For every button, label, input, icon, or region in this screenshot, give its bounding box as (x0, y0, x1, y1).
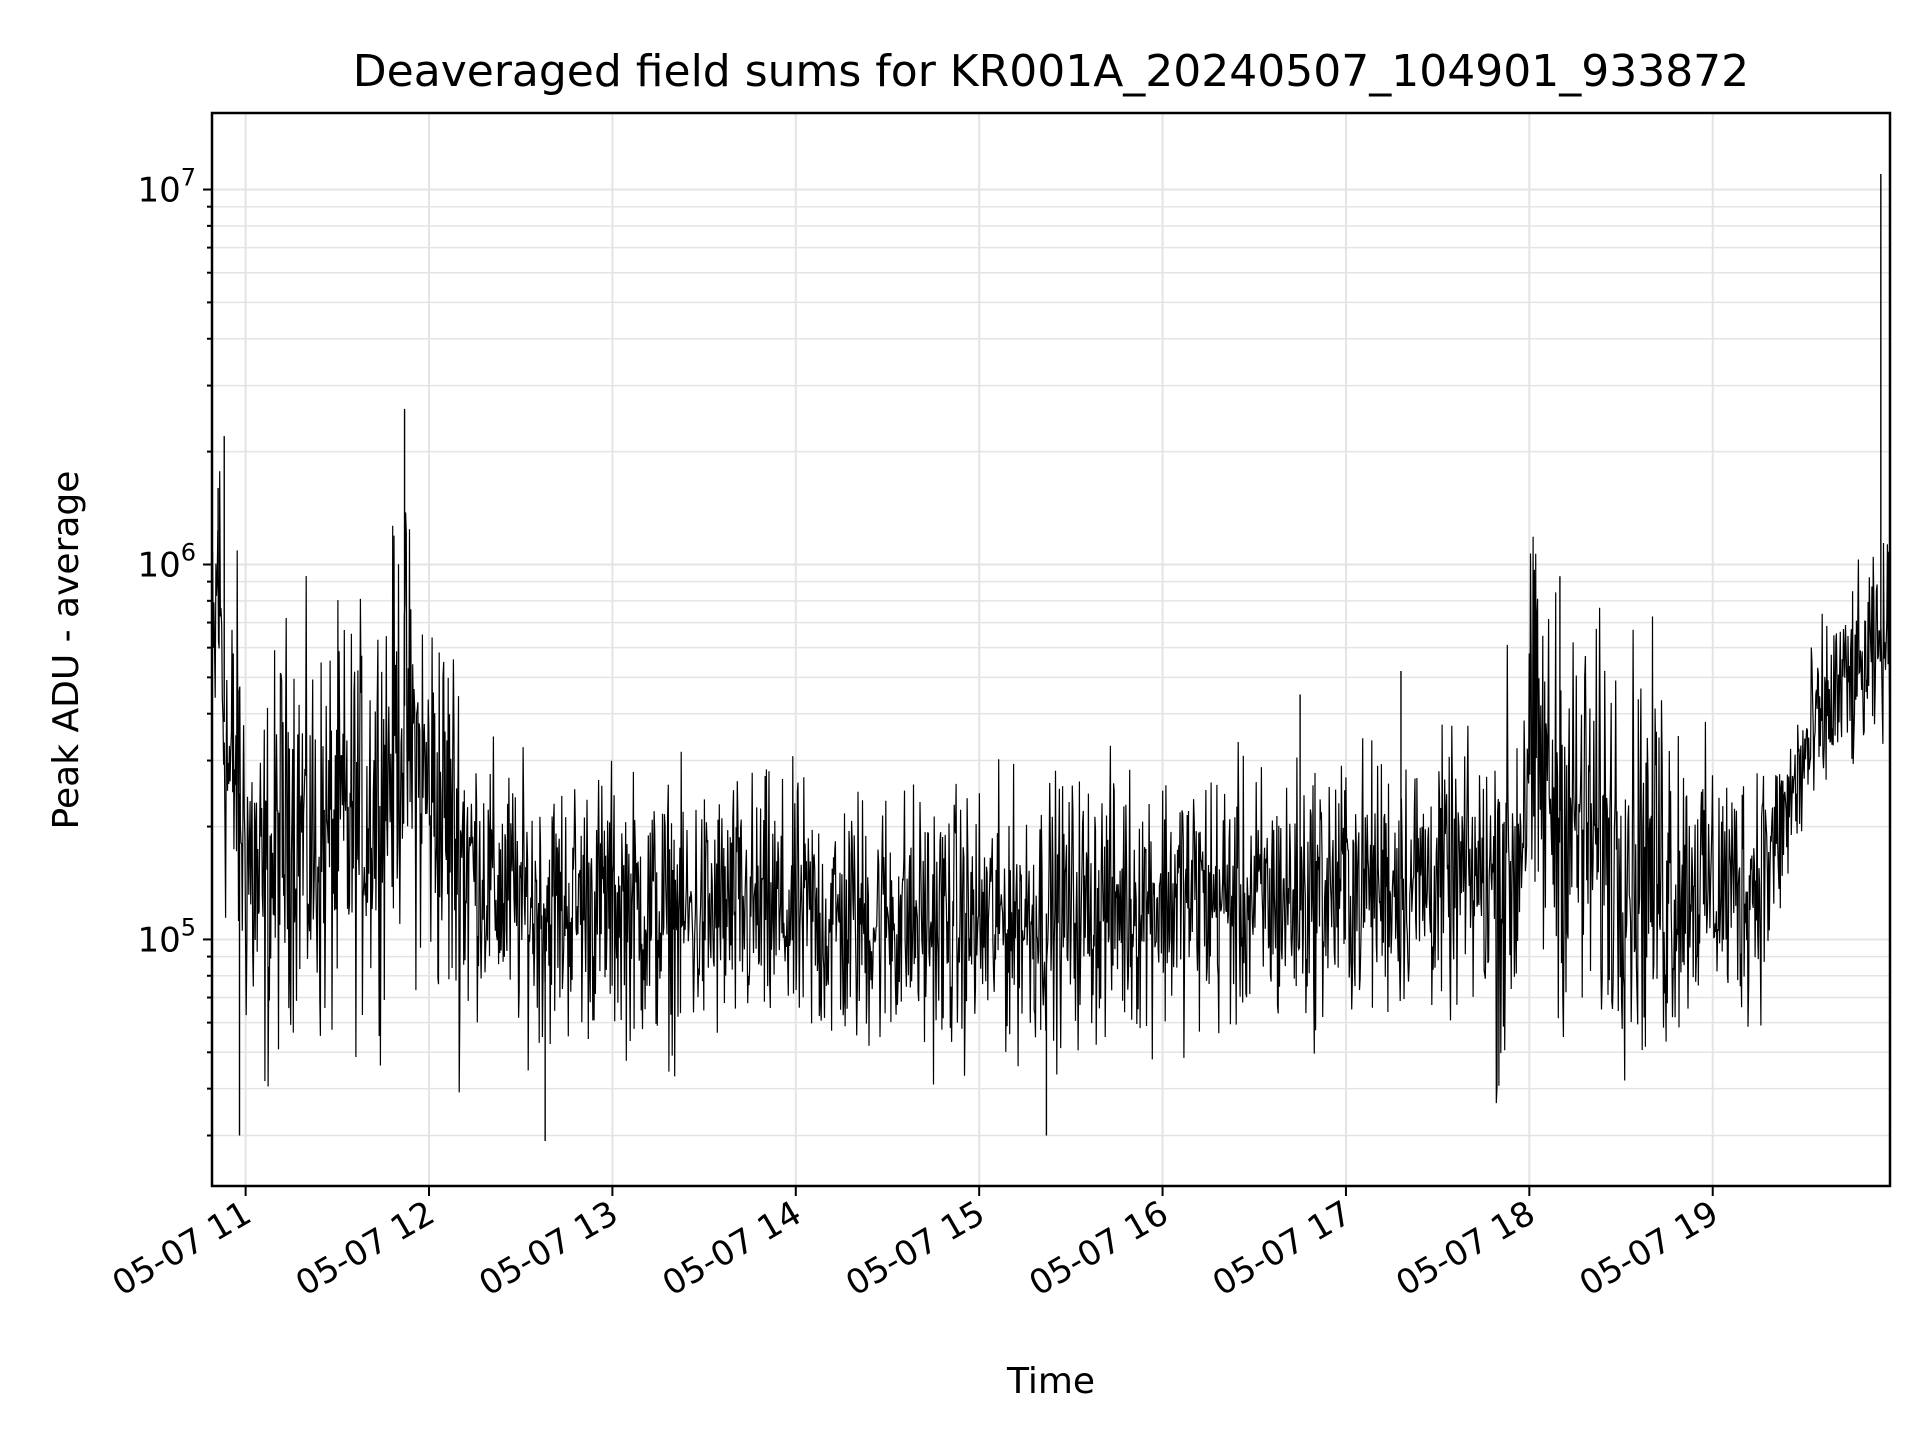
y-tick-label: 106 (137, 538, 196, 585)
grid (212, 113, 1890, 1186)
y-tick-label: 107 (137, 164, 196, 211)
chart-title: Deaveraged field sums for KR001A_2024050… (353, 46, 1749, 97)
series-group (211, 174, 1891, 1142)
x-axis-label: Time (1006, 1361, 1095, 1402)
y-axis: 105 106 107 (137, 164, 212, 1137)
y-tick-label: 105 (137, 913, 196, 960)
series-line (211, 471, 1891, 1104)
y-axis-label: Peak ADU - average (46, 471, 87, 830)
plot-frame (210, 111, 1892, 1188)
